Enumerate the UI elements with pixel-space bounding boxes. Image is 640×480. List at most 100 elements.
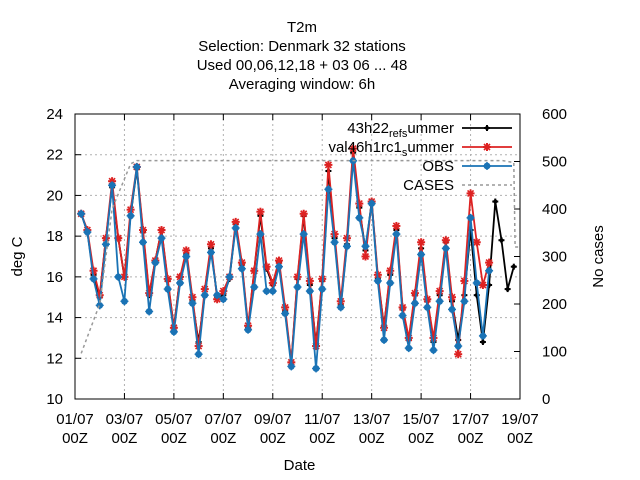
x-tick-label: 00Z: [408, 430, 434, 447]
data-point: [188, 299, 197, 308]
data-point: [435, 297, 444, 306]
data-point: [404, 344, 413, 353]
x-tick-label: 09/07: [254, 411, 292, 428]
x-tick-label: 15/07: [402, 411, 440, 428]
data-point-d2: [207, 240, 215, 248]
data-point: [231, 217, 240, 226]
x-tick-label: 01/07: [56, 411, 94, 428]
legend-label-part: CASES: [403, 177, 454, 194]
data-point: [423, 303, 432, 312]
data-point: [169, 327, 178, 336]
data-point: [182, 252, 191, 261]
data-point: [330, 238, 339, 247]
data-point: [498, 237, 505, 244]
data-point: [77, 209, 86, 218]
series-cases: [80, 159, 519, 354]
data-point: [256, 230, 265, 239]
legend-item: val46h1rc1summer: [328, 139, 512, 159]
data-point: [287, 362, 296, 371]
x-tick-label: 11/07: [304, 411, 340, 428]
data-point-d2: [448, 293, 456, 301]
data-point: [200, 291, 209, 300]
data-point: [206, 248, 215, 257]
data-point: [237, 264, 246, 273]
data-point: [250, 283, 259, 292]
y-tick-label: 14: [46, 310, 63, 327]
data-point-d2: [479, 281, 487, 289]
data-point: [83, 228, 92, 237]
data-point: [268, 287, 277, 296]
chart-title: T2m Selection: Denmark 32 stations Used 00…: [197, 19, 408, 93]
data-point: [120, 272, 129, 281]
legend-marker: [484, 125, 490, 131]
legend-item: OBS: [422, 158, 512, 175]
y2-tick-label: 300: [542, 249, 567, 266]
y-tick-label: 18: [46, 228, 63, 245]
data-point-d2: [139, 226, 147, 234]
data-point: [454, 350, 463, 359]
data-point-dot: [511, 264, 516, 269]
data-point: [479, 339, 486, 345]
data-point: [510, 263, 517, 270]
data-point: [318, 285, 327, 294]
data-point: [219, 295, 228, 304]
data-point: [157, 226, 166, 235]
data-point: [145, 307, 154, 316]
data-point: [472, 238, 481, 247]
y-tick-label: 10: [46, 391, 63, 408]
data-point-d2: [232, 218, 240, 226]
plot-frame: [74, 113, 521, 400]
x-tick-label: 05/07: [155, 411, 193, 428]
series-obs: [77, 156, 494, 373]
title-line: T2m: [287, 19, 317, 36]
x-tick-label: 00Z: [112, 430, 138, 447]
data-point: [108, 181, 117, 190]
legend-label: val46h1rc1summer: [328, 139, 454, 159]
data-point-d2: [392, 222, 400, 230]
data-point-dot: [499, 238, 504, 243]
grid: [75, 114, 520, 399]
data-point-d2: [361, 252, 370, 261]
data-point: [355, 213, 364, 222]
data-point: [138, 238, 147, 247]
y-tick-label: 22: [46, 147, 63, 164]
x-tick-label: 00Z: [359, 430, 385, 447]
data-point-d2: [473, 238, 481, 246]
legend-label-part: s: [402, 147, 408, 159]
data-point: [417, 238, 426, 247]
y2-tick-label: 200: [542, 296, 567, 313]
x-tick-label: 00Z: [161, 430, 187, 447]
legend-item: CASES: [403, 177, 512, 194]
legend-marker: [483, 162, 491, 170]
data-point: [460, 276, 469, 285]
data-point: [435, 287, 444, 296]
data-point: [89, 274, 98, 283]
data-point: [485, 266, 494, 275]
x-tick-label: 00Z: [507, 430, 533, 447]
data-point-dot: [505, 287, 510, 292]
data-point: [114, 272, 123, 281]
y-tick-label: 16: [46, 269, 63, 286]
data-point-d2: [164, 275, 172, 283]
data-point: [312, 364, 321, 373]
data-point: [299, 209, 308, 218]
data-point-d2: [454, 350, 462, 358]
data-point: [349, 144, 358, 153]
data-point: [355, 199, 364, 208]
data-point: [151, 258, 160, 267]
data-point-d2: [423, 295, 431, 303]
x-tick-label: 07/07: [205, 411, 243, 428]
legend-label: 43h22refsummer: [347, 120, 454, 140]
x-tick-label: 03/07: [106, 411, 144, 428]
title-line: Averaging window: 6h: [229, 76, 375, 93]
data-point: [485, 258, 494, 267]
data-point: [324, 160, 333, 169]
data-point: [324, 185, 333, 194]
data-point: [448, 293, 457, 302]
data-point: [504, 286, 511, 293]
x-tick-label: 00Z: [458, 430, 484, 447]
data-point: [441, 244, 450, 253]
data-point: [101, 240, 110, 249]
data-point-d2: [417, 238, 425, 246]
